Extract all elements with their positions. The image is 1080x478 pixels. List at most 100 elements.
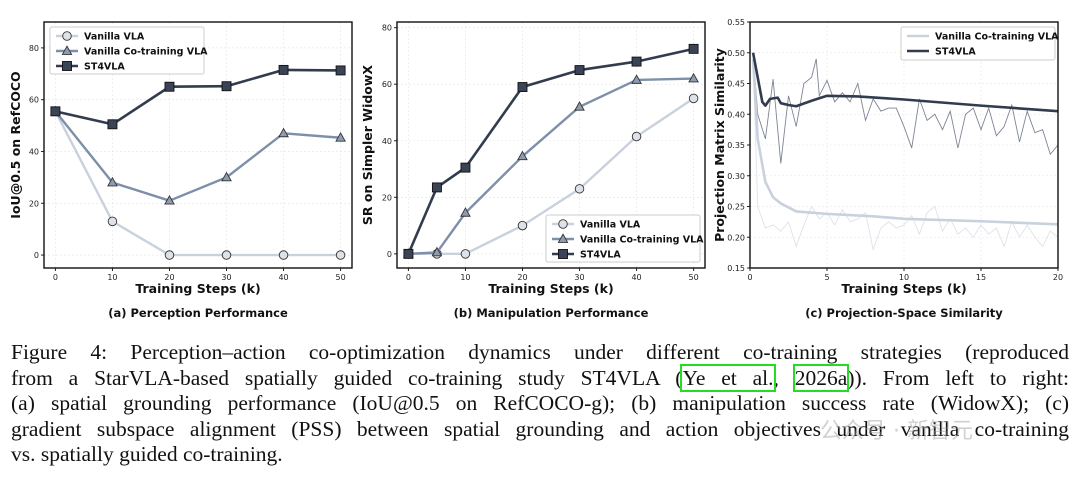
plot-frame [43, 21, 353, 269]
legend: Vanilla VLA Vanilla Co-training VLA ST4VLA [545, 214, 704, 263]
raw-series-line [752, 58, 1059, 252]
caption-text: )). From left to right: [847, 365, 1070, 390]
legend: Vanilla Co-training VLA ST4VLA [900, 26, 1059, 61]
panel-subtitle: (a) Perception Performance [108, 306, 288, 320]
y-axis-label: Projection Matrix Similarity [712, 48, 727, 242]
marker-circle [335, 250, 346, 260]
legend-label: Vanilla Co-training VLA [580, 235, 704, 246]
legend-label: Vanilla Co-training VLA [935, 32, 1059, 43]
caption-text: , [773, 365, 795, 390]
chart-panel: 0 10 20 30 40 50 0 20 40 60 80 Training Steps (k) Io… [8, 21, 353, 320]
smoothed-series-line [751, 52, 1059, 113]
marker-triangle [107, 176, 118, 187]
panel-subtitle: (c) Projection-Space Similarity [805, 306, 1003, 320]
series-line [55, 68, 341, 126]
x-tick-label: 40 [278, 273, 288, 282]
marker-circle [688, 93, 699, 104]
x-tick-label: 5 [824, 273, 829, 282]
y-tick-label: 60 [29, 96, 39, 105]
watermark: 公众号 · 新智元 [820, 419, 973, 444]
y-axis-label: IoU@0.5 on RefCOCO [8, 71, 23, 218]
marker-circle [107, 216, 118, 227]
marker-triangle [688, 72, 699, 83]
legend-label: ST4VLA [580, 250, 621, 261]
x-axis-label: Training Steps (k) [841, 281, 966, 296]
marker-square [164, 81, 175, 92]
caption-text: from a StarVLA-based spatially guided co… [11, 365, 683, 390]
marker-triangle [61, 45, 73, 55]
series-line [54, 110, 341, 257]
y-tick-label: 40 [382, 137, 392, 146]
marker-square [403, 248, 414, 259]
marker-circle [62, 31, 72, 41]
x-tick-label: 10 [107, 273, 117, 282]
y-tick-label: 20 [29, 199, 39, 208]
raw-series-line [752, 52, 1059, 164]
y-tick-label: 60 [382, 80, 392, 89]
y-tick-label: 20 [382, 193, 392, 202]
marker-triangle [164, 194, 175, 205]
x-tick-label: 20 [517, 273, 527, 282]
y-tick-label: 0 [387, 250, 392, 259]
marker-square [50, 106, 61, 117]
caption-line: gradient subspace alignment (PSS) betwee… [11, 416, 1069, 441]
legend: Vanilla VLA Vanilla Co-training VLA ST4VLA [49, 26, 208, 75]
marker-circle [278, 250, 289, 260]
marker-square [431, 182, 442, 193]
x-tick-label: 30 [221, 273, 231, 282]
marker-circle [460, 249, 471, 259]
marker-triangle [574, 101, 585, 111]
x-tick-label: 30 [574, 273, 584, 282]
marker-square [62, 61, 72, 71]
x-axis-label: Training Steps (k) [135, 281, 260, 296]
y-tick-label: 0.35 [727, 141, 745, 150]
marker-circle [574, 184, 585, 194]
marker-triangle [278, 127, 289, 138]
y-tick-label: 0.15 [727, 264, 745, 273]
marker-square [221, 81, 232, 92]
y-tick-label: 0 [34, 251, 39, 260]
marker-square [278, 64, 289, 75]
marker-triangle [557, 233, 569, 243]
y-tick-label: 0.45 [727, 80, 745, 89]
caption-line: from a StarVLA-based spatially guided co… [11, 363, 1070, 392]
citation-link[interactable]: Ye et al. [680, 363, 776, 392]
marker-square [574, 65, 585, 76]
figure-caption: Figure 4: Perception–action co-optimizat… [11, 340, 1069, 468]
legend-box [545, 214, 701, 263]
x-tick-label: 10 [460, 273, 470, 282]
marker-circle [221, 250, 232, 260]
caption-line: Figure 4: Perception–action co-optimizat… [11, 340, 1069, 364]
y-tick-label: 0.25 [727, 203, 745, 212]
marker-square [631, 56, 642, 67]
marker-circle [558, 219, 568, 229]
plot-frame [749, 21, 1059, 269]
marker-triangle [631, 74, 642, 84]
marker-triangle [431, 246, 443, 257]
x-tick-label: 0 [747, 273, 752, 282]
y-tick-label: 80 [382, 24, 392, 33]
y-tick-label: 0.55 [727, 18, 745, 27]
x-tick-label: 10 [899, 273, 909, 282]
y-tick-label: 0.50 [727, 49, 745, 58]
panel-subtitle: (b) Manipulation Performance [454, 306, 649, 320]
y-tick-label: 0.40 [727, 110, 745, 119]
chart-panel: 0 10 20 30 40 50 0 20 40 60 80 Training Steps (k) SR… [360, 21, 706, 320]
chart-panel: 0 5 10 15 20 0.15 0.20 0.25 0.30 0.35 0.40 0.45 0.50… [712, 18, 1063, 320]
x-tick-label: 20 [1053, 273, 1063, 282]
x-tick-label: 0 [53, 273, 58, 282]
marker-square [688, 43, 699, 54]
citation-link[interactable]: 2026a [792, 363, 850, 392]
marker-square [335, 65, 346, 76]
x-axis-label: Training Steps (k) [488, 281, 613, 296]
marker-circle [517, 220, 528, 231]
marker-circle [631, 131, 642, 142]
x-tick-label: 15 [976, 273, 986, 282]
x-tick-label: 40 [631, 273, 641, 282]
legend-label: Vanilla VLA [580, 220, 641, 231]
x-tick-label: 50 [335, 273, 345, 282]
plot-frame [396, 21, 706, 269]
x-tick-label: 50 [688, 273, 698, 282]
marker-circle [164, 250, 175, 260]
